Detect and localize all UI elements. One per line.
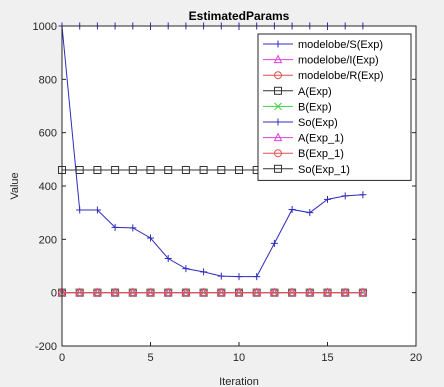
data-point bbox=[111, 223, 119, 231]
legend-marker bbox=[274, 102, 282, 111]
x-tick-label: 20 bbox=[410, 352, 422, 364]
data-point bbox=[358, 288, 367, 297]
legend-label: modelobe/R(Exp) bbox=[298, 70, 384, 82]
x-tick-label: 5 bbox=[147, 352, 153, 364]
data-point bbox=[128, 288, 137, 297]
x-tick-label: 0 bbox=[59, 352, 65, 364]
data-point bbox=[217, 166, 226, 174]
legend-marker bbox=[274, 149, 282, 158]
data-point bbox=[235, 166, 243, 174]
y-tick-label: 800 bbox=[39, 74, 57, 86]
legend-marker bbox=[274, 118, 282, 126]
y-tick-label: 600 bbox=[39, 128, 57, 140]
data-point bbox=[147, 234, 154, 242]
legend-label: modelobe/S(Exp) bbox=[298, 39, 383, 51]
legend-item: B(Exp_1) bbox=[263, 148, 344, 160]
x-axis-label: Iteration bbox=[219, 376, 259, 387]
legend-marker bbox=[274, 40, 282, 48]
legend-item: A(Exp_1) bbox=[263, 132, 344, 145]
data-point bbox=[128, 166, 137, 174]
legend-marker bbox=[274, 86, 282, 95]
series-7 bbox=[58, 288, 367, 297]
legend-label: So(Exp) bbox=[298, 117, 338, 129]
data-point bbox=[111, 288, 120, 297]
data-point bbox=[341, 192, 349, 200]
data-point bbox=[181, 288, 190, 297]
data-point bbox=[341, 288, 350, 297]
legend-item: So(Exp) bbox=[263, 117, 338, 129]
data-point bbox=[200, 268, 208, 276]
legend-marker bbox=[274, 164, 282, 173]
legend-label: A(Exp) bbox=[298, 86, 332, 98]
data-point bbox=[252, 288, 261, 297]
y-axis-label: Value bbox=[9, 172, 21, 199]
data-point bbox=[323, 288, 332, 297]
data-point bbox=[199, 288, 208, 297]
legend-label: B(Exp) bbox=[298, 101, 332, 113]
series-layer bbox=[57, 22, 368, 297]
series-line bbox=[61, 25, 363, 278]
series-5 bbox=[58, 22, 367, 281]
legend-item: B(Exp) bbox=[263, 101, 332, 113]
data-point bbox=[182, 265, 190, 273]
data-point bbox=[305, 288, 314, 297]
y-tick-label: 1000 bbox=[33, 21, 57, 33]
data-point bbox=[253, 273, 261, 281]
data-point bbox=[146, 166, 155, 174]
data-point bbox=[164, 166, 173, 174]
legend-label: modelobe/I(Exp) bbox=[298, 55, 379, 67]
data-point bbox=[146, 288, 155, 297]
legend-item: modelobe/S(Exp) bbox=[263, 39, 383, 51]
data-point bbox=[93, 288, 102, 297]
data-point bbox=[76, 206, 84, 214]
data-point bbox=[93, 206, 101, 214]
data-point bbox=[199, 166, 208, 174]
y-tick-label: 0 bbox=[51, 288, 57, 300]
legend-marker bbox=[273, 132, 283, 142]
y-tick-label: 200 bbox=[39, 234, 57, 246]
chart-title: EstimatedParams bbox=[189, 9, 290, 23]
data-point bbox=[164, 255, 172, 263]
legend-label: A(Exp_1) bbox=[298, 133, 344, 145]
data-point bbox=[235, 288, 243, 297]
data-point bbox=[181, 166, 190, 174]
data-point bbox=[164, 288, 173, 297]
data-point bbox=[288, 205, 296, 213]
data-point bbox=[217, 272, 225, 280]
y-tick-label: -200 bbox=[35, 341, 57, 353]
legend-label: So(Exp_1) bbox=[298, 164, 350, 176]
data-point bbox=[324, 195, 331, 203]
x-tick-label: 10 bbox=[233, 352, 245, 364]
data-point bbox=[93, 166, 102, 174]
legend-marker bbox=[273, 54, 283, 64]
legend-item: A(Exp) bbox=[263, 86, 332, 98]
y-tick-label: 400 bbox=[39, 181, 57, 193]
data-point bbox=[235, 273, 243, 281]
data-point bbox=[270, 239, 278, 247]
data-point bbox=[75, 166, 84, 174]
data-point bbox=[75, 288, 84, 297]
data-point bbox=[270, 288, 279, 297]
legend-marker bbox=[274, 71, 282, 80]
legend-item: modelobe/R(Exp) bbox=[263, 70, 384, 82]
data-point bbox=[129, 224, 137, 232]
data-point bbox=[359, 191, 367, 199]
legend-label: B(Exp_1) bbox=[298, 148, 344, 160]
legend-box bbox=[257, 33, 412, 181]
legend: modelobe/S(Exp) modelobe/I(Exp) modelobe/R… bbox=[257, 33, 412, 181]
data-point bbox=[111, 166, 120, 174]
x-tick-label: 15 bbox=[321, 352, 333, 364]
data-point bbox=[288, 288, 297, 297]
legend-item: So(Exp_1) bbox=[263, 164, 350, 176]
plot-border bbox=[61, 25, 417, 347]
legend-item: modelobe/I(Exp) bbox=[263, 54, 379, 67]
data-point bbox=[217, 288, 226, 297]
data-point bbox=[306, 209, 314, 217]
